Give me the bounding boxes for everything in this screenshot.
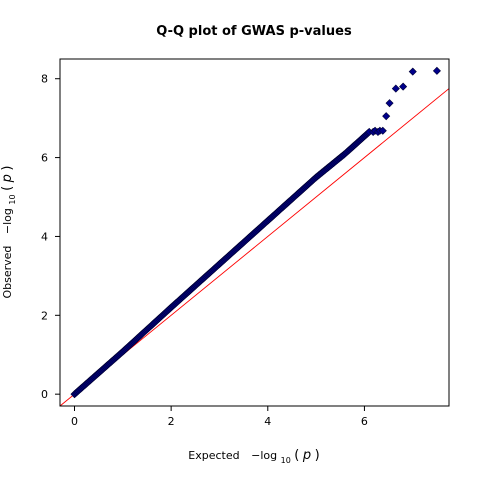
- y-tick-label: 2: [41, 309, 48, 322]
- x-axis-label: Expected −log 10 ( p ): [188, 448, 319, 466]
- y-axis: 0 2 4 6 8: [41, 73, 60, 401]
- data-point-tail: [391, 84, 400, 93]
- y-tick-label: 0: [41, 388, 48, 401]
- x-tick-label: 0: [71, 415, 78, 428]
- plot-frame: [59, 58, 450, 407]
- x-axis-label-open: (: [294, 448, 299, 463]
- y-axis-label-close: ): [0, 165, 15, 170]
- x-axis-label-var: p: [302, 448, 311, 463]
- y-axis-label-prefix: Observed: [1, 246, 14, 299]
- y-tick-label: 8: [41, 73, 48, 86]
- data-points: [70, 66, 441, 399]
- data-point-tail: [432, 66, 441, 75]
- y-axis-label-subscript: 10: [8, 194, 17, 204]
- y-tick-label: 4: [41, 230, 48, 243]
- x-tick-label: 6: [361, 415, 368, 428]
- data-point-tail: [378, 126, 387, 135]
- data-point-tail: [399, 82, 408, 91]
- data-point-tail: [385, 99, 394, 108]
- x-axis-label-subscript: 10: [281, 456, 291, 465]
- y-axis-label-open: (: [0, 186, 15, 191]
- y-axis-label-var: p: [0, 174, 15, 183]
- y-axis-label-func: −log: [1, 208, 14, 234]
- data-point-tail: [408, 67, 417, 76]
- plot-area: [59, 58, 450, 407]
- x-axis-label-prefix: Expected: [188, 449, 239, 462]
- data-point-tail: [382, 112, 391, 121]
- x-axis-label-func: −log: [251, 449, 277, 462]
- x-axis: 0 2 4 6: [71, 406, 368, 428]
- x-tick-label: 2: [168, 415, 175, 428]
- y-tick-label: 6: [41, 152, 48, 165]
- x-tick-label: 4: [264, 415, 271, 428]
- chart-title: Q-Q plot of GWAS p-values: [156, 24, 352, 39]
- x-axis-label-close: ): [315, 448, 320, 463]
- y-axis-label: Observed −log 10 ( p ): [0, 165, 18, 298]
